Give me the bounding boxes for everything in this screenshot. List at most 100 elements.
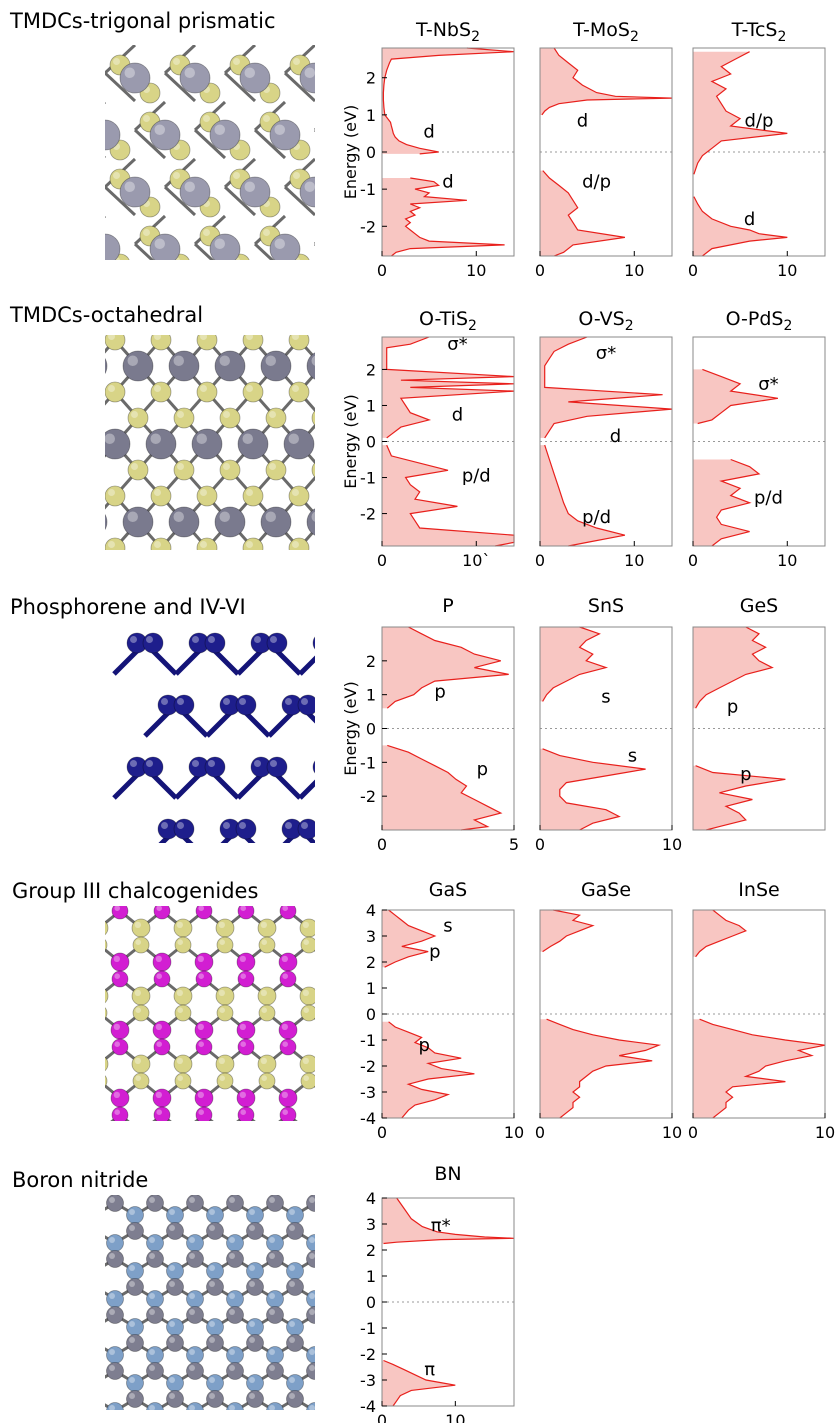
atom	[300, 1004, 315, 1022]
atom	[226, 1402, 244, 1410]
orbital-annotation: σ*	[596, 343, 616, 364]
dos-curve-1	[386, 444, 515, 547]
atom	[215, 918, 235, 938]
panel-title-subscript: 2	[630, 29, 639, 45]
atom-highlight	[229, 1293, 235, 1299]
atom	[166, 1278, 184, 1296]
atom-highlight	[59, 434, 70, 445]
bond	[330, 911, 351, 928]
atom-highlight	[345, 1126, 351, 1132]
y-axis-label: Energy (eV)	[341, 105, 360, 199]
bond	[322, 366, 345, 392]
x-tick-label: 10	[504, 1123, 524, 1142]
bond	[283, 185, 315, 217]
atom	[286, 1390, 304, 1408]
atom-highlight	[189, 1293, 195, 1299]
atom-highlight	[65, 68, 76, 79]
atom	[306, 1290, 315, 1308]
bond	[331, 643, 362, 674]
atom-highlight	[109, 1293, 115, 1299]
atom-highlight	[293, 172, 300, 179]
orbital-annotation: s	[443, 916, 452, 937]
atom-highlight	[109, 1365, 115, 1371]
atom	[347, 1291, 364, 1308]
dos-panel-T-MoS2: T-MoS2 0 10 d d/p	[535, 19, 673, 280]
atom-highlight	[156, 1041, 162, 1047]
atom	[132, 1004, 150, 1022]
atom-highlight	[109, 1197, 115, 1203]
atom-highlight	[329, 1281, 335, 1287]
atom-highlight	[176, 1057, 183, 1064]
panel-title: GaSe	[581, 879, 631, 901]
atom	[246, 1374, 264, 1392]
atom-highlight	[309, 1197, 315, 1203]
atom	[87, 1207, 104, 1224]
atom-highlight	[324, 1024, 330, 1030]
atom-highlight	[114, 973, 120, 979]
y-tick-label: -3	[360, 1371, 376, 1390]
atom-highlight	[282, 973, 288, 979]
dos-fill-1	[693, 459, 759, 546]
atom	[59, 330, 79, 350]
bond	[133, 242, 155, 260]
y-tick-label: -2	[360, 505, 376, 524]
dos-curve-1	[699, 1018, 826, 1119]
atom-highlight	[242, 433, 253, 444]
x-tick-label: 0	[688, 1123, 698, 1142]
bond	[105, 155, 107, 158]
atom	[306, 1402, 315, 1410]
atom-highlight	[315, 463, 322, 470]
dos-fill-1	[382, 745, 501, 830]
atom	[279, 970, 297, 988]
atom	[153, 906, 171, 920]
row-title: Boron nitride	[12, 1168, 148, 1192]
dos-curve-1	[391, 177, 505, 257]
atom-highlight	[35, 125, 46, 136]
atom-highlight	[269, 463, 276, 470]
structure-clip	[112, 632, 362, 843]
atom	[242, 485, 264, 507]
atom-highlight	[303, 1126, 309, 1132]
bond	[105, 102, 107, 105]
dos-fill-0	[540, 48, 672, 115]
dos-curve-1	[693, 196, 788, 257]
y-tick-label: 2	[366, 652, 376, 671]
atom-highlight	[269, 411, 276, 418]
atom-highlight	[130, 760, 137, 767]
atom-highlight	[218, 921, 225, 928]
atom-highlight	[173, 511, 184, 522]
panel-title-subscript: 2	[777, 29, 786, 45]
atom-highlight	[135, 1075, 141, 1081]
atom-highlight	[149, 1349, 155, 1355]
atom	[106, 1306, 124, 1324]
orbital-annotation: d	[452, 404, 463, 425]
orbital-annotation: σ*	[758, 374, 778, 395]
orbital-annotation: p	[740, 764, 751, 785]
atom-highlight	[261, 1007, 267, 1013]
atom-highlight	[269, 1253, 275, 1259]
orbital-annotation: d/p	[745, 110, 774, 131]
atom	[327, 1319, 344, 1336]
atom-highlight	[203, 115, 210, 122]
atom	[195, 970, 213, 988]
atom-highlight	[108, 489, 115, 496]
atom	[306, 1346, 315, 1364]
dos-fill-0	[382, 627, 509, 709]
atom	[173, 459, 195, 481]
atom	[288, 537, 310, 550]
dos-curve-1	[695, 765, 786, 831]
atom	[258, 936, 276, 954]
atom	[168, 350, 200, 382]
atom-highlight	[292, 541, 299, 548]
bond	[314, 1315, 315, 1317]
bond	[335, 1203, 355, 1215]
atom-highlight	[146, 760, 153, 767]
atom-highlight	[329, 1265, 335, 1271]
atom-highlight	[269, 1309, 275, 1315]
atom	[297, 694, 315, 716]
atom-highlight	[304, 67, 315, 78]
bond	[335, 1231, 355, 1243]
atom-highlight	[239, 822, 246, 829]
atom	[246, 1390, 264, 1408]
